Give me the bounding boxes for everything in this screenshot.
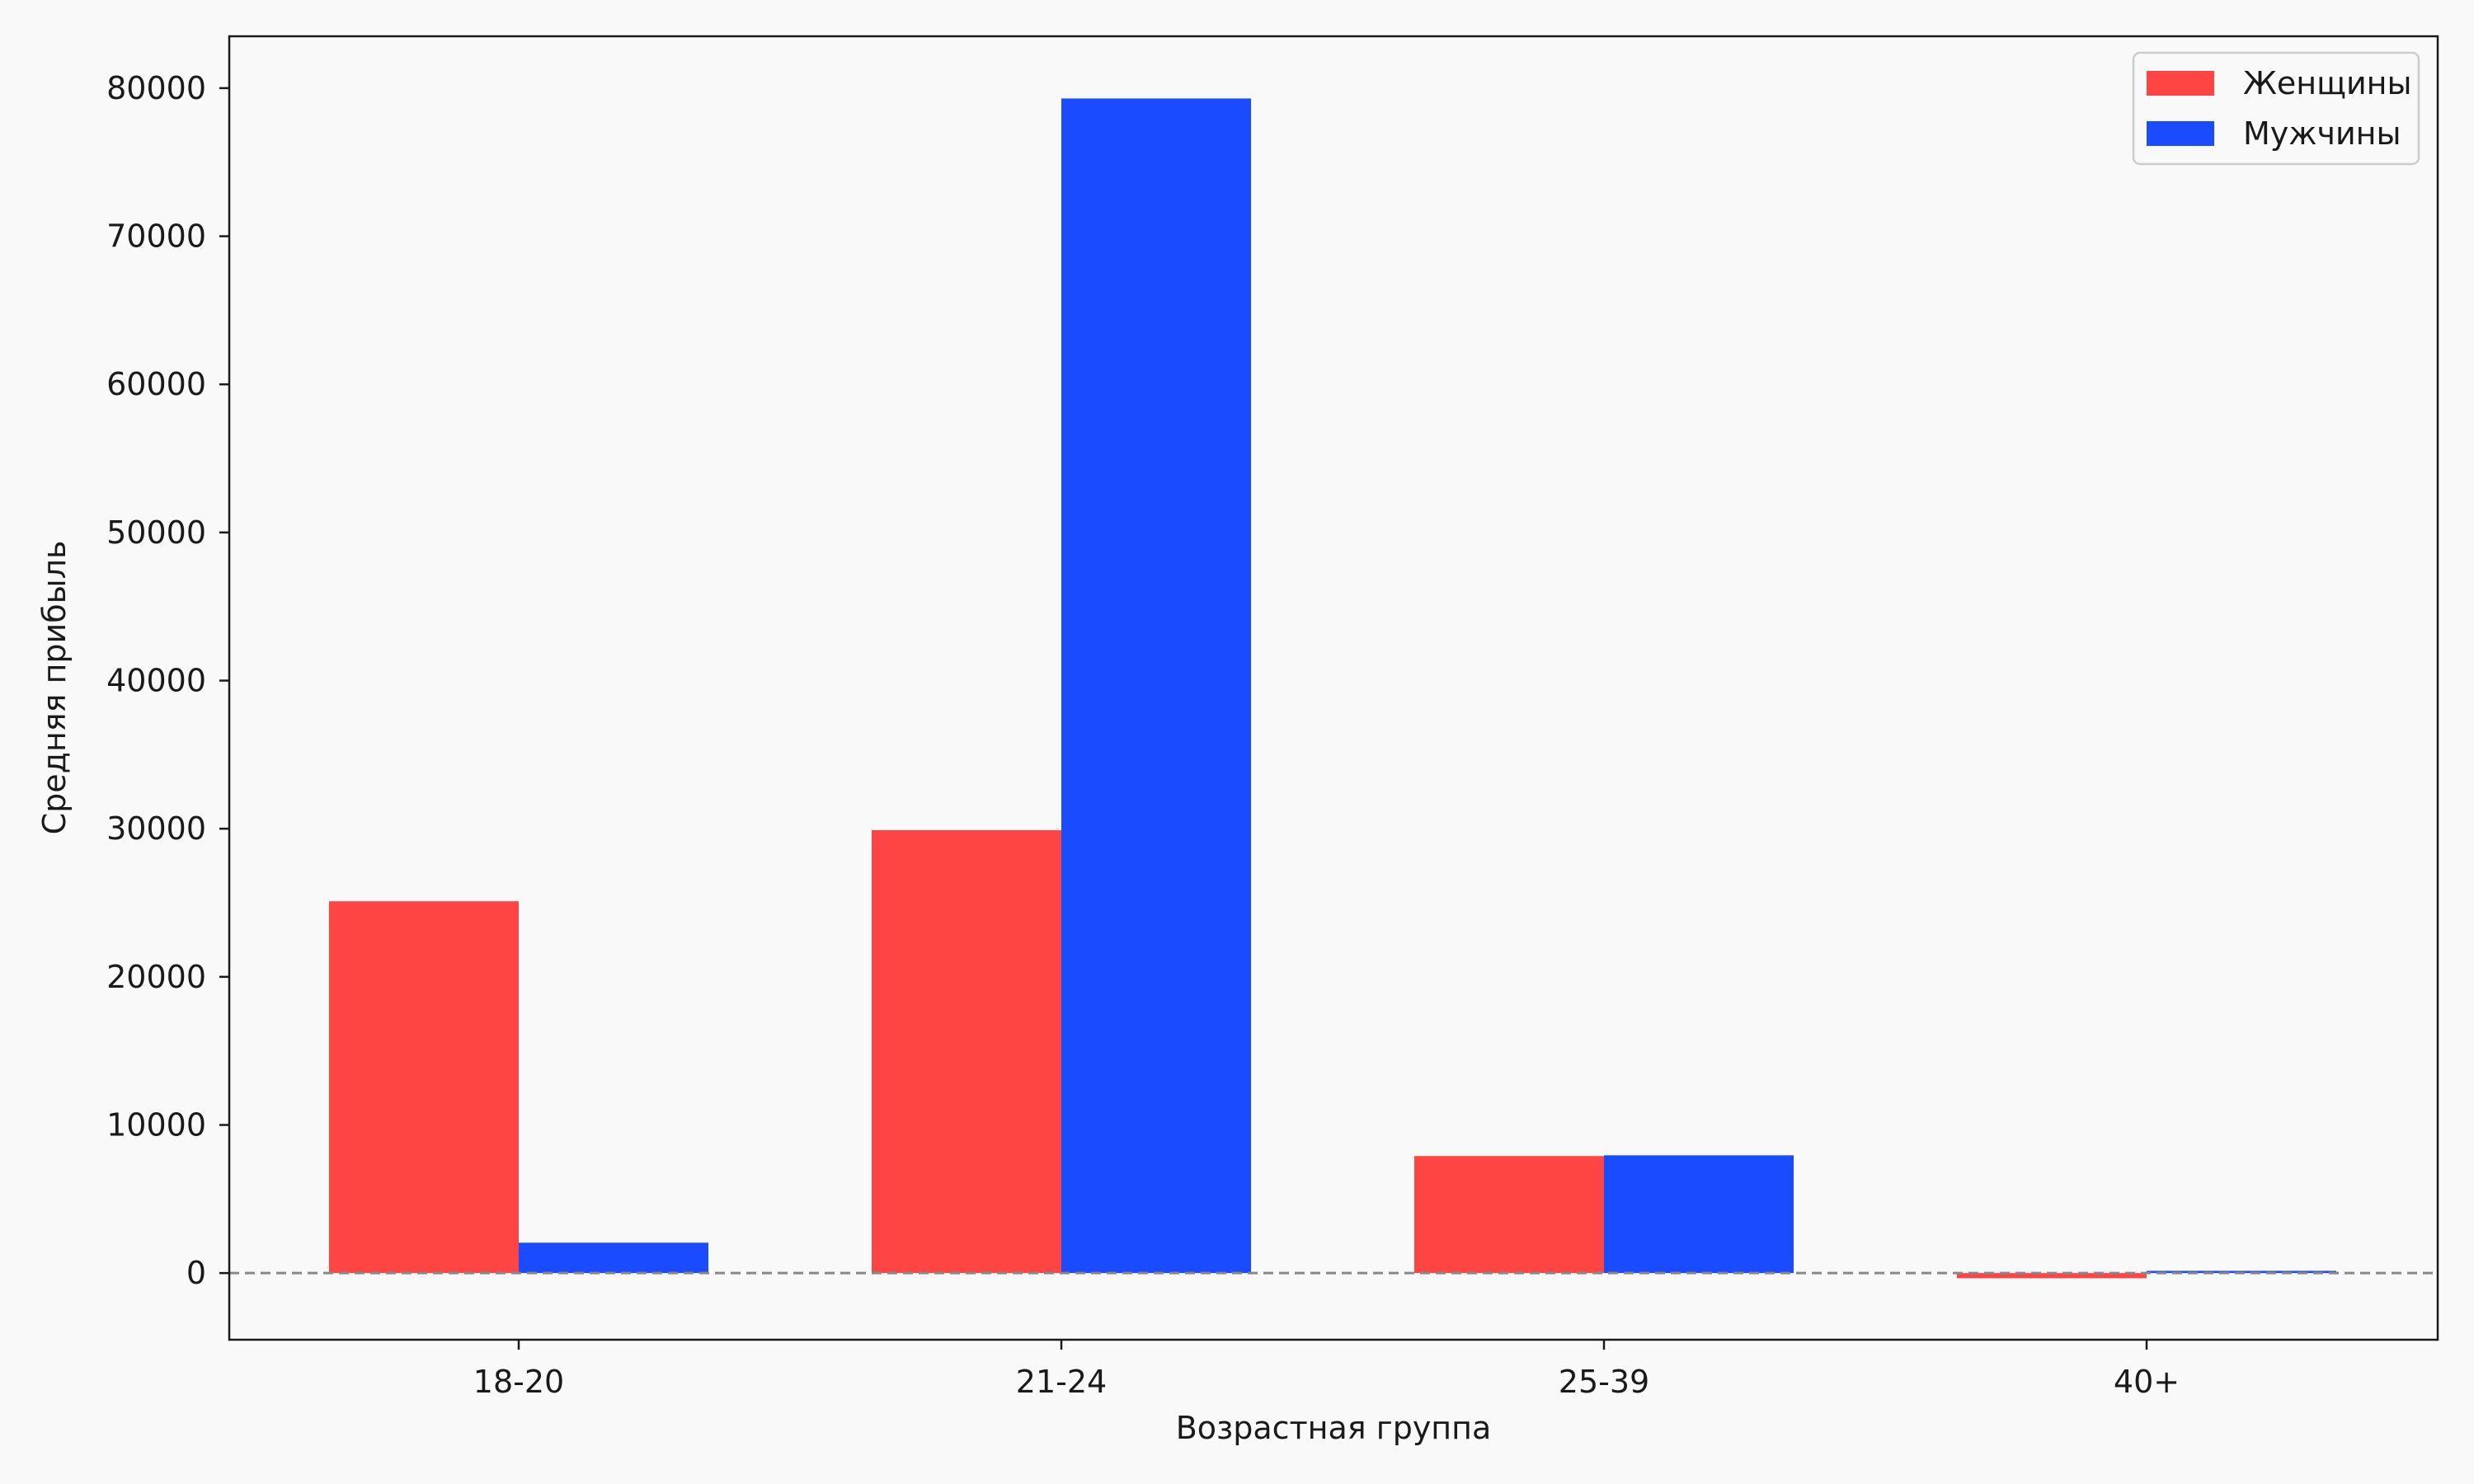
legend-swatch-men <box>2147 121 2214 146</box>
y-tick-label-60000: 60000 <box>106 366 206 402</box>
y-axis-label: Средняя прибыль <box>36 541 73 835</box>
x-axis-label: Возрастная группа <box>1176 1410 1492 1446</box>
legend: Женщины Мужчины <box>2132 51 2420 166</box>
legend-label-women: Женщины <box>2243 65 2412 101</box>
x-tick-label-40+: 40+ <box>2114 1364 2180 1400</box>
y-tick-label-10000: 10000 <box>106 1106 206 1143</box>
plot-background <box>229 36 2438 1340</box>
plot-frame <box>228 35 2439 1341</box>
x-tick-label-18-20: 18-20 <box>473 1364 564 1400</box>
y-tick-label-40000: 40000 <box>106 663 206 699</box>
bars-group <box>329 98 2336 1279</box>
y-tick-label-80000: 80000 <box>106 70 206 106</box>
x-axis: 18-20 21-24 25-39 40+ <box>473 1340 2180 1400</box>
y-tick-label-20000: 20000 <box>106 959 206 995</box>
bar-women-18-20 <box>329 901 519 1274</box>
bar-men-25-39 <box>1604 1155 1794 1274</box>
legend-label-men: Мужчины <box>2243 115 2401 152</box>
bar-women-21-24 <box>872 829 1061 1274</box>
bar-men-21-24 <box>1061 98 1251 1274</box>
bar-men-18-20 <box>519 1242 708 1274</box>
bar-women-40+ <box>1957 1273 2147 1279</box>
bar-women-25-39 <box>1414 1156 1604 1274</box>
y-tick-label-70000: 70000 <box>106 218 206 255</box>
y-tick-label-0: 0 <box>186 1255 206 1291</box>
legend-swatch-women <box>2147 71 2214 96</box>
y-tick-label-30000: 30000 <box>106 810 206 847</box>
plot-area <box>228 35 2439 1341</box>
x-tick-label-21-24: 21-24 <box>1016 1364 1107 1400</box>
x-tick-label-25-39: 25-39 <box>1559 1364 1649 1400</box>
y-axis: 0 10000 20000 30000 40000 50000 60000 70000 8000… <box>106 70 229 1291</box>
y-tick-label-50000: 50000 <box>106 514 206 551</box>
